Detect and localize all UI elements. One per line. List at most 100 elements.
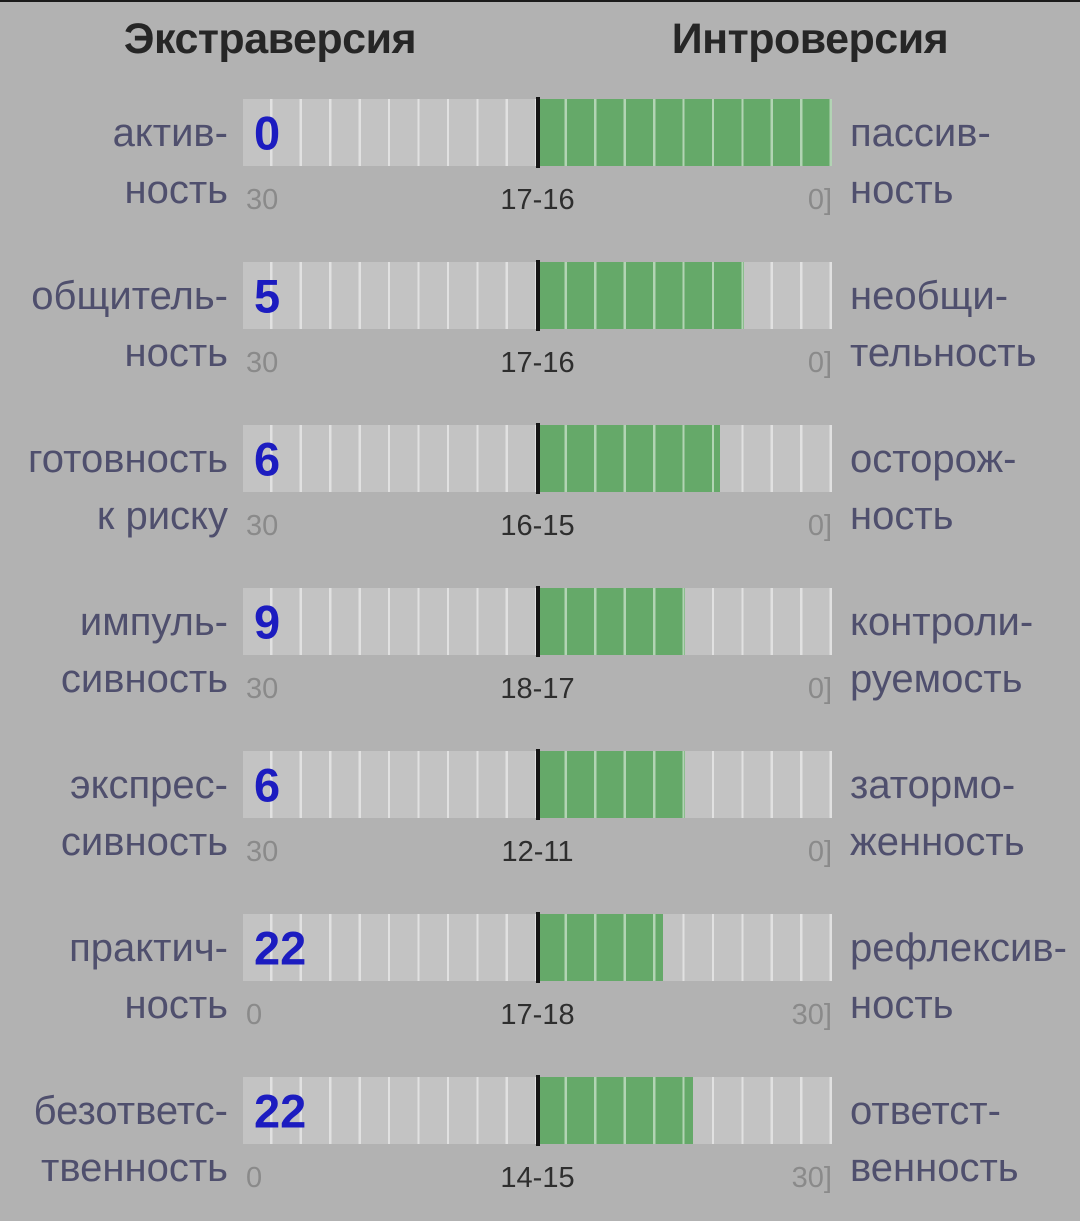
bar-track: 6	[243, 749, 832, 820]
scale-row-irresponsibility: безответс- твенность 22 0 14-15 30] отве…	[0, 1075, 1080, 1197]
trait-left-line2: ность	[124, 983, 229, 1027]
center-divider	[535, 586, 540, 657]
trait-left-line1: безответс-	[33, 1089, 228, 1133]
scale-labels: 0 17-18 30]	[243, 999, 832, 1031]
trait-label-right: затормо- женность	[847, 751, 1080, 871]
bar-area: 0 30 17-16 0]	[243, 97, 832, 219]
scale-row-activity: актив- ность 0 30 17-16 0] пассив- ность	[0, 97, 1080, 219]
bar-track: 9	[243, 586, 832, 657]
pole-title-introversion: Интроверсия	[671, 15, 949, 63]
trait-right-line1: ответст-	[850, 1089, 1001, 1133]
trait-left-line1: актив-	[112, 111, 228, 155]
trait-right-line1: затормо-	[850, 763, 1016, 807]
scale-labels: 30 12-11 0]	[243, 836, 832, 868]
trait-right-line2: ность	[850, 168, 954, 212]
scale-min-label: 0	[246, 1162, 263, 1194]
center-divider	[535, 97, 540, 168]
bar-area: 9 30 18-17 0]	[243, 586, 832, 708]
scale-min-label: 30	[246, 510, 279, 542]
scale-center-label: 17-16	[500, 184, 575, 216]
scale-min-label: 0	[246, 999, 263, 1031]
center-divider	[535, 912, 540, 983]
trait-left-line2: твенность	[41, 1146, 228, 1190]
scale-center-label: 14-15	[500, 1162, 575, 1194]
score-value: 5	[254, 269, 281, 322]
trait-left-line2: сивность	[60, 820, 228, 864]
center-divider	[535, 260, 540, 331]
scale-row-risk-readiness: готовность к риску 6 30 16-15 0] осторож…	[0, 423, 1080, 545]
scale-min-label: 30	[246, 673, 279, 705]
trait-right-line2: тельность	[850, 331, 1037, 375]
scale-max-label: 0]	[807, 510, 832, 542]
scales-list: актив- ность 0 30 17-16 0] пассив- ность…	[0, 97, 1080, 1197]
bar-fill	[537, 425, 721, 492]
scale-center-label: 17-16	[500, 347, 575, 379]
scale-center-label: 17-18	[500, 999, 575, 1031]
center-divider	[535, 749, 540, 820]
score-value: 22	[254, 921, 307, 974]
bar-area: 6 30 16-15 0]	[243, 423, 832, 545]
scale-row-impulsivity: импуль- сивность 9 30 18-17 0] контроли-…	[0, 586, 1080, 708]
scale-labels: 30 17-16 0]	[243, 184, 832, 216]
trait-label-left: безответс- твенность	[0, 1077, 228, 1197]
trait-label-left: экспрес- сивность	[0, 751, 228, 871]
bar-fill	[537, 914, 663, 981]
trait-right-line2: ность	[850, 494, 954, 538]
bar-track: 22	[243, 912, 832, 983]
trait-left-line1: импуль-	[79, 600, 228, 644]
scale-max-label: 30]	[791, 999, 832, 1031]
trait-label-right: контроли- руемость	[847, 588, 1080, 708]
trait-right-line1: контроли-	[850, 600, 1034, 644]
trait-label-left: импуль- сивность	[0, 588, 228, 708]
scale-labels: 0 14-15 30]	[243, 1162, 832, 1194]
trait-label-right: осторож- ность	[847, 425, 1080, 545]
bar-track: 5	[243, 260, 832, 331]
trait-label-right: ответст- венность	[847, 1077, 1080, 1197]
trait-right-line1: осторож-	[850, 437, 1017, 481]
trait-right-line2: руемость	[850, 657, 1023, 701]
trait-left-line1: готовность	[28, 437, 228, 481]
bar-area: 5 30 17-16 0]	[243, 260, 832, 382]
center-divider	[535, 423, 540, 494]
bar-track: 22	[243, 1075, 832, 1146]
scale-row-practicality: практич- ность 22 0 17-18 30] рефлексив-…	[0, 912, 1080, 1031]
trait-label-left: общитель- ность	[0, 262, 228, 382]
scale-center-label: 18-17	[500, 673, 575, 705]
scale-max-label: 0]	[807, 184, 832, 216]
trait-left-line2: сивность	[60, 657, 228, 701]
scale-max-label: 0]	[807, 836, 832, 868]
trait-right-line1: необщи-	[850, 274, 1009, 318]
trait-label-right: необщи- тельность	[847, 262, 1080, 382]
scale-row-expressivity: экспрес- сивность 6 30 12-11 0] затормо-…	[0, 749, 1080, 871]
trait-right-line1: пассив-	[850, 111, 991, 155]
score-value: 6	[254, 432, 281, 485]
trait-right-line2: венность	[850, 1146, 1019, 1190]
bar-track: 0	[243, 97, 832, 168]
scale-labels: 30 16-15 0]	[243, 510, 832, 542]
score-value: 6	[254, 758, 281, 811]
trait-label-left: готовность к риску	[0, 425, 228, 545]
trait-left-line2: к риску	[96, 494, 228, 538]
scale-max-label: 30]	[791, 1162, 832, 1194]
bar-fill	[537, 751, 685, 818]
poles-header: Экстраверсия Интроверсия	[0, 2, 1080, 64]
trait-left-line1: экспрес-	[70, 763, 228, 807]
trait-right-line1: рефлексив-	[850, 926, 1067, 970]
score-value: 22	[254, 1084, 307, 1137]
scale-min-label: 30	[246, 184, 279, 216]
bar-fill	[537, 99, 832, 166]
scale-max-label: 0]	[807, 673, 832, 705]
bar-area: 6 30 12-11 0]	[243, 749, 832, 871]
bar-fill	[537, 262, 744, 329]
trait-left-line1: общитель-	[31, 274, 228, 318]
score-value: 0	[254, 106, 281, 159]
bar-track: 6	[243, 423, 832, 494]
scale-center-label: 12-11	[501, 836, 574, 868]
scale-min-label: 30	[246, 836, 279, 868]
trait-left-line2: ность	[124, 331, 229, 375]
bar-area: 22 0 14-15 30]	[243, 1075, 832, 1197]
trait-left-line1: практич-	[69, 926, 228, 970]
trait-left-line2: ность	[124, 168, 229, 212]
trait-right-line2: женность	[850, 820, 1025, 864]
pole-title-extraversion: Экстраверсия	[123, 15, 417, 63]
